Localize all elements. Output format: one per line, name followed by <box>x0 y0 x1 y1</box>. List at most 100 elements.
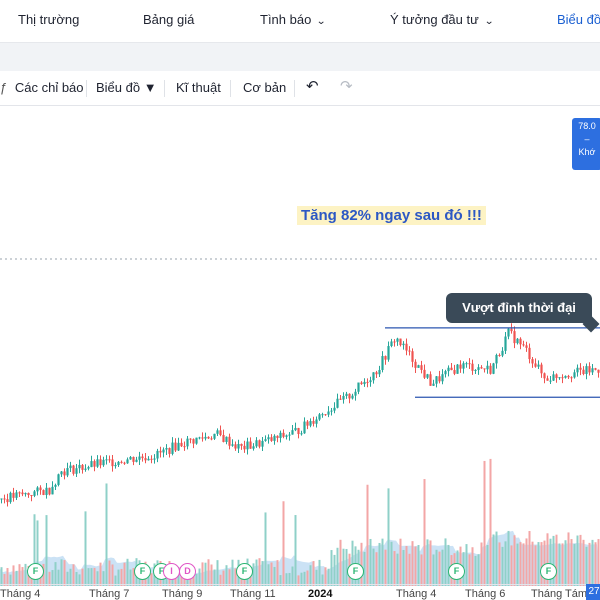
nav-investment-ideas[interactable]: Ý tưởng đầu tư ⌄ <box>390 12 494 27</box>
toolbar-divider <box>164 80 165 97</box>
volume-bar <box>360 542 363 586</box>
volume-bar <box>225 565 228 586</box>
chart-type-label: Biểu đồ ▼ <box>96 80 157 95</box>
volume-bar <box>324 567 327 586</box>
volume-bar <box>438 551 441 586</box>
event-marker-f[interactable]: F <box>540 563 557 580</box>
candle-body <box>84 468 87 470</box>
event-marker-f[interactable]: F <box>448 563 465 580</box>
candle-body <box>207 436 210 439</box>
volume-bar <box>414 546 417 586</box>
volume-bar <box>366 484 369 586</box>
candle-body <box>372 372 375 381</box>
candle-body <box>6 499 9 503</box>
candle-body <box>114 464 117 467</box>
volume-bar <box>267 564 270 586</box>
candle-body <box>543 373 546 379</box>
fundamental-button[interactable]: Cơ bản <box>243 80 286 95</box>
nav-market[interactable]: Thị trường <box>18 12 79 27</box>
nav-investment-ideas-label: Ý tưởng đầu tư <box>390 12 479 27</box>
volume-bar <box>591 539 594 586</box>
candle-body <box>81 464 84 470</box>
candle-body <box>417 365 420 368</box>
candle-body <box>222 435 225 442</box>
nav-chart[interactable]: Biểu đồ <box>557 12 600 27</box>
volume-bar <box>294 515 297 586</box>
volume-bar <box>579 534 582 586</box>
candle-body <box>252 446 255 449</box>
candle-body <box>576 367 579 373</box>
volume-bar <box>498 542 501 586</box>
price-chart[interactable] <box>0 106 600 600</box>
candle-body <box>531 359 534 364</box>
volume-bar <box>474 555 477 586</box>
candle-body <box>342 395 345 400</box>
event-marker-i[interactable]: I <box>163 563 180 580</box>
candle-body <box>102 459 105 466</box>
technical-button[interactable]: Kĩ thuật <box>176 80 221 95</box>
candle-body <box>99 459 102 466</box>
candle-body <box>534 363 537 367</box>
last-price-value: 78.0 <box>578 121 596 131</box>
x-tick-label: Tháng 4 <box>0 588 41 600</box>
candle-body <box>312 421 315 424</box>
candle-body <box>477 367 480 370</box>
candle-body <box>282 432 285 437</box>
candle-body <box>162 449 165 453</box>
volume-bar <box>288 572 291 586</box>
volume-bar <box>198 568 201 586</box>
candle-body <box>159 450 162 453</box>
candle-body <box>552 374 555 381</box>
nav-spacer <box>0 43 600 71</box>
event-marker-f[interactable]: F <box>134 563 151 580</box>
indicators-button[interactable]: ƒ Các chỉ báo <box>0 80 84 95</box>
nav-intelligence[interactable]: Tình báo ⌄ <box>260 12 327 27</box>
candle-body <box>483 368 486 370</box>
volume-bar <box>318 559 321 586</box>
volume-bar <box>540 542 543 586</box>
volume-bar <box>534 545 537 586</box>
volume-bar <box>501 546 504 586</box>
event-marker-d[interactable]: D <box>179 563 196 580</box>
volume-bar <box>516 543 519 586</box>
volume-bar <box>321 574 324 586</box>
volume-bar <box>222 570 225 586</box>
volume-bar <box>507 530 510 586</box>
last-price-volume-label: Khớ <box>578 147 596 157</box>
event-marker-f[interactable]: F <box>27 563 44 580</box>
toolbar-divider <box>86 80 87 97</box>
candle-body <box>204 436 207 439</box>
volume-bar <box>468 554 471 586</box>
volume-bar <box>420 554 423 586</box>
fundamental-label: Cơ bản <box>243 80 287 95</box>
candle-body <box>255 440 258 447</box>
event-marker-f[interactable]: F <box>347 563 364 580</box>
candle-body <box>60 471 63 475</box>
candle-body <box>321 414 324 416</box>
volume-bar <box>576 535 579 586</box>
candle-body <box>264 439 267 441</box>
candle-body <box>465 363 468 365</box>
volume-bar <box>435 549 438 586</box>
nav-price-board[interactable]: Bảng giá <box>143 12 194 27</box>
volume-bar <box>585 546 588 586</box>
volume-bar <box>552 535 555 586</box>
volume-bar <box>147 571 150 586</box>
candle-body <box>396 338 399 342</box>
candle-body <box>453 370 456 374</box>
candle-body <box>240 444 243 446</box>
candle-body <box>366 381 369 383</box>
candle-body <box>192 439 195 444</box>
event-marker-f[interactable]: F <box>236 563 253 580</box>
redo-icon[interactable]: ↷ <box>340 78 353 95</box>
nav-intelligence-label: Tình báo <box>260 12 312 27</box>
candle-body <box>387 346 390 360</box>
candle-body <box>561 377 564 379</box>
chart-type-button[interactable]: Biểu đồ ▼ <box>96 80 157 95</box>
volume-bar <box>18 564 21 586</box>
candle-body <box>480 367 483 369</box>
undo-icon[interactable]: ↶ <box>306 78 319 95</box>
indicators-icon: ƒ <box>0 80 8 95</box>
candle-body <box>51 486 54 495</box>
volume-bar <box>282 501 285 586</box>
